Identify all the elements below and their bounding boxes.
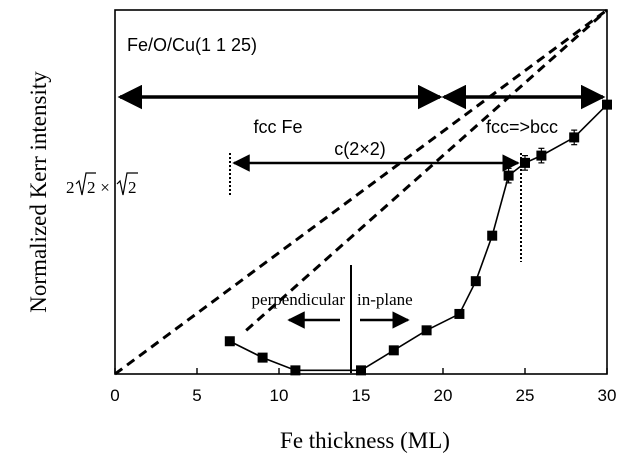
reconstruction-radicand-2: 2	[128, 178, 137, 197]
region-arrows	[117, 84, 606, 373]
x-tick-label: 10	[270, 386, 289, 405]
data-series	[224, 99, 612, 376]
series-line	[229, 104, 608, 372]
data-point	[470, 276, 481, 287]
data-point	[388, 345, 399, 356]
reconstruction-radicand-1: 2	[87, 178, 96, 197]
x-tick-label: 25	[516, 386, 535, 405]
data-point	[356, 365, 366, 376]
svg-text:2: 2	[128, 178, 137, 197]
data-point	[602, 99, 612, 110]
data-point	[503, 170, 514, 181]
reconstruction-times: ×	[96, 178, 114, 197]
data-point	[257, 352, 268, 363]
x-tick-label: 15	[352, 386, 371, 405]
x-tick-label: 5	[192, 386, 201, 405]
svg-text:2: 2	[66, 178, 75, 197]
in-plane-label: in-plane	[357, 290, 413, 309]
dashed-reference-line	[114, 8, 608, 376]
svg-text:×: ×	[96, 178, 114, 197]
data-point	[421, 325, 432, 336]
perpendicular-label: perpendicular	[252, 290, 346, 309]
x-tick-label: 20	[434, 386, 453, 405]
data-point	[290, 365, 301, 376]
c2x2-label: c(2×2)	[334, 139, 386, 159]
dashed-reference-line	[245, 8, 608, 332]
x-ticks: 0 5 10 15 20 25 30	[110, 368, 616, 405]
data-point	[454, 308, 465, 319]
svg-text:2: 2	[87, 178, 96, 197]
data-point	[224, 336, 235, 347]
x-tick-label: 30	[598, 386, 617, 405]
reconstruction-label: 2 2 × 2	[66, 172, 138, 197]
data-point	[569, 132, 580, 143]
x-axis-label: Fe thickness (ML)	[280, 428, 450, 453]
chart-title: Fe/O/Cu(1 1 25)	[127, 35, 257, 55]
data-point	[487, 230, 498, 241]
reconstruction-prefix: 2	[66, 178, 75, 197]
fcc-fe-label: fcc Fe	[253, 117, 302, 137]
x-tick-label: 0	[110, 386, 119, 405]
y-axis-label: Normalized Kerr intensity	[26, 71, 51, 313]
data-point	[520, 157, 530, 168]
fcc-bcc-label: fcc=>bcc	[486, 117, 558, 137]
data-point	[536, 150, 547, 161]
